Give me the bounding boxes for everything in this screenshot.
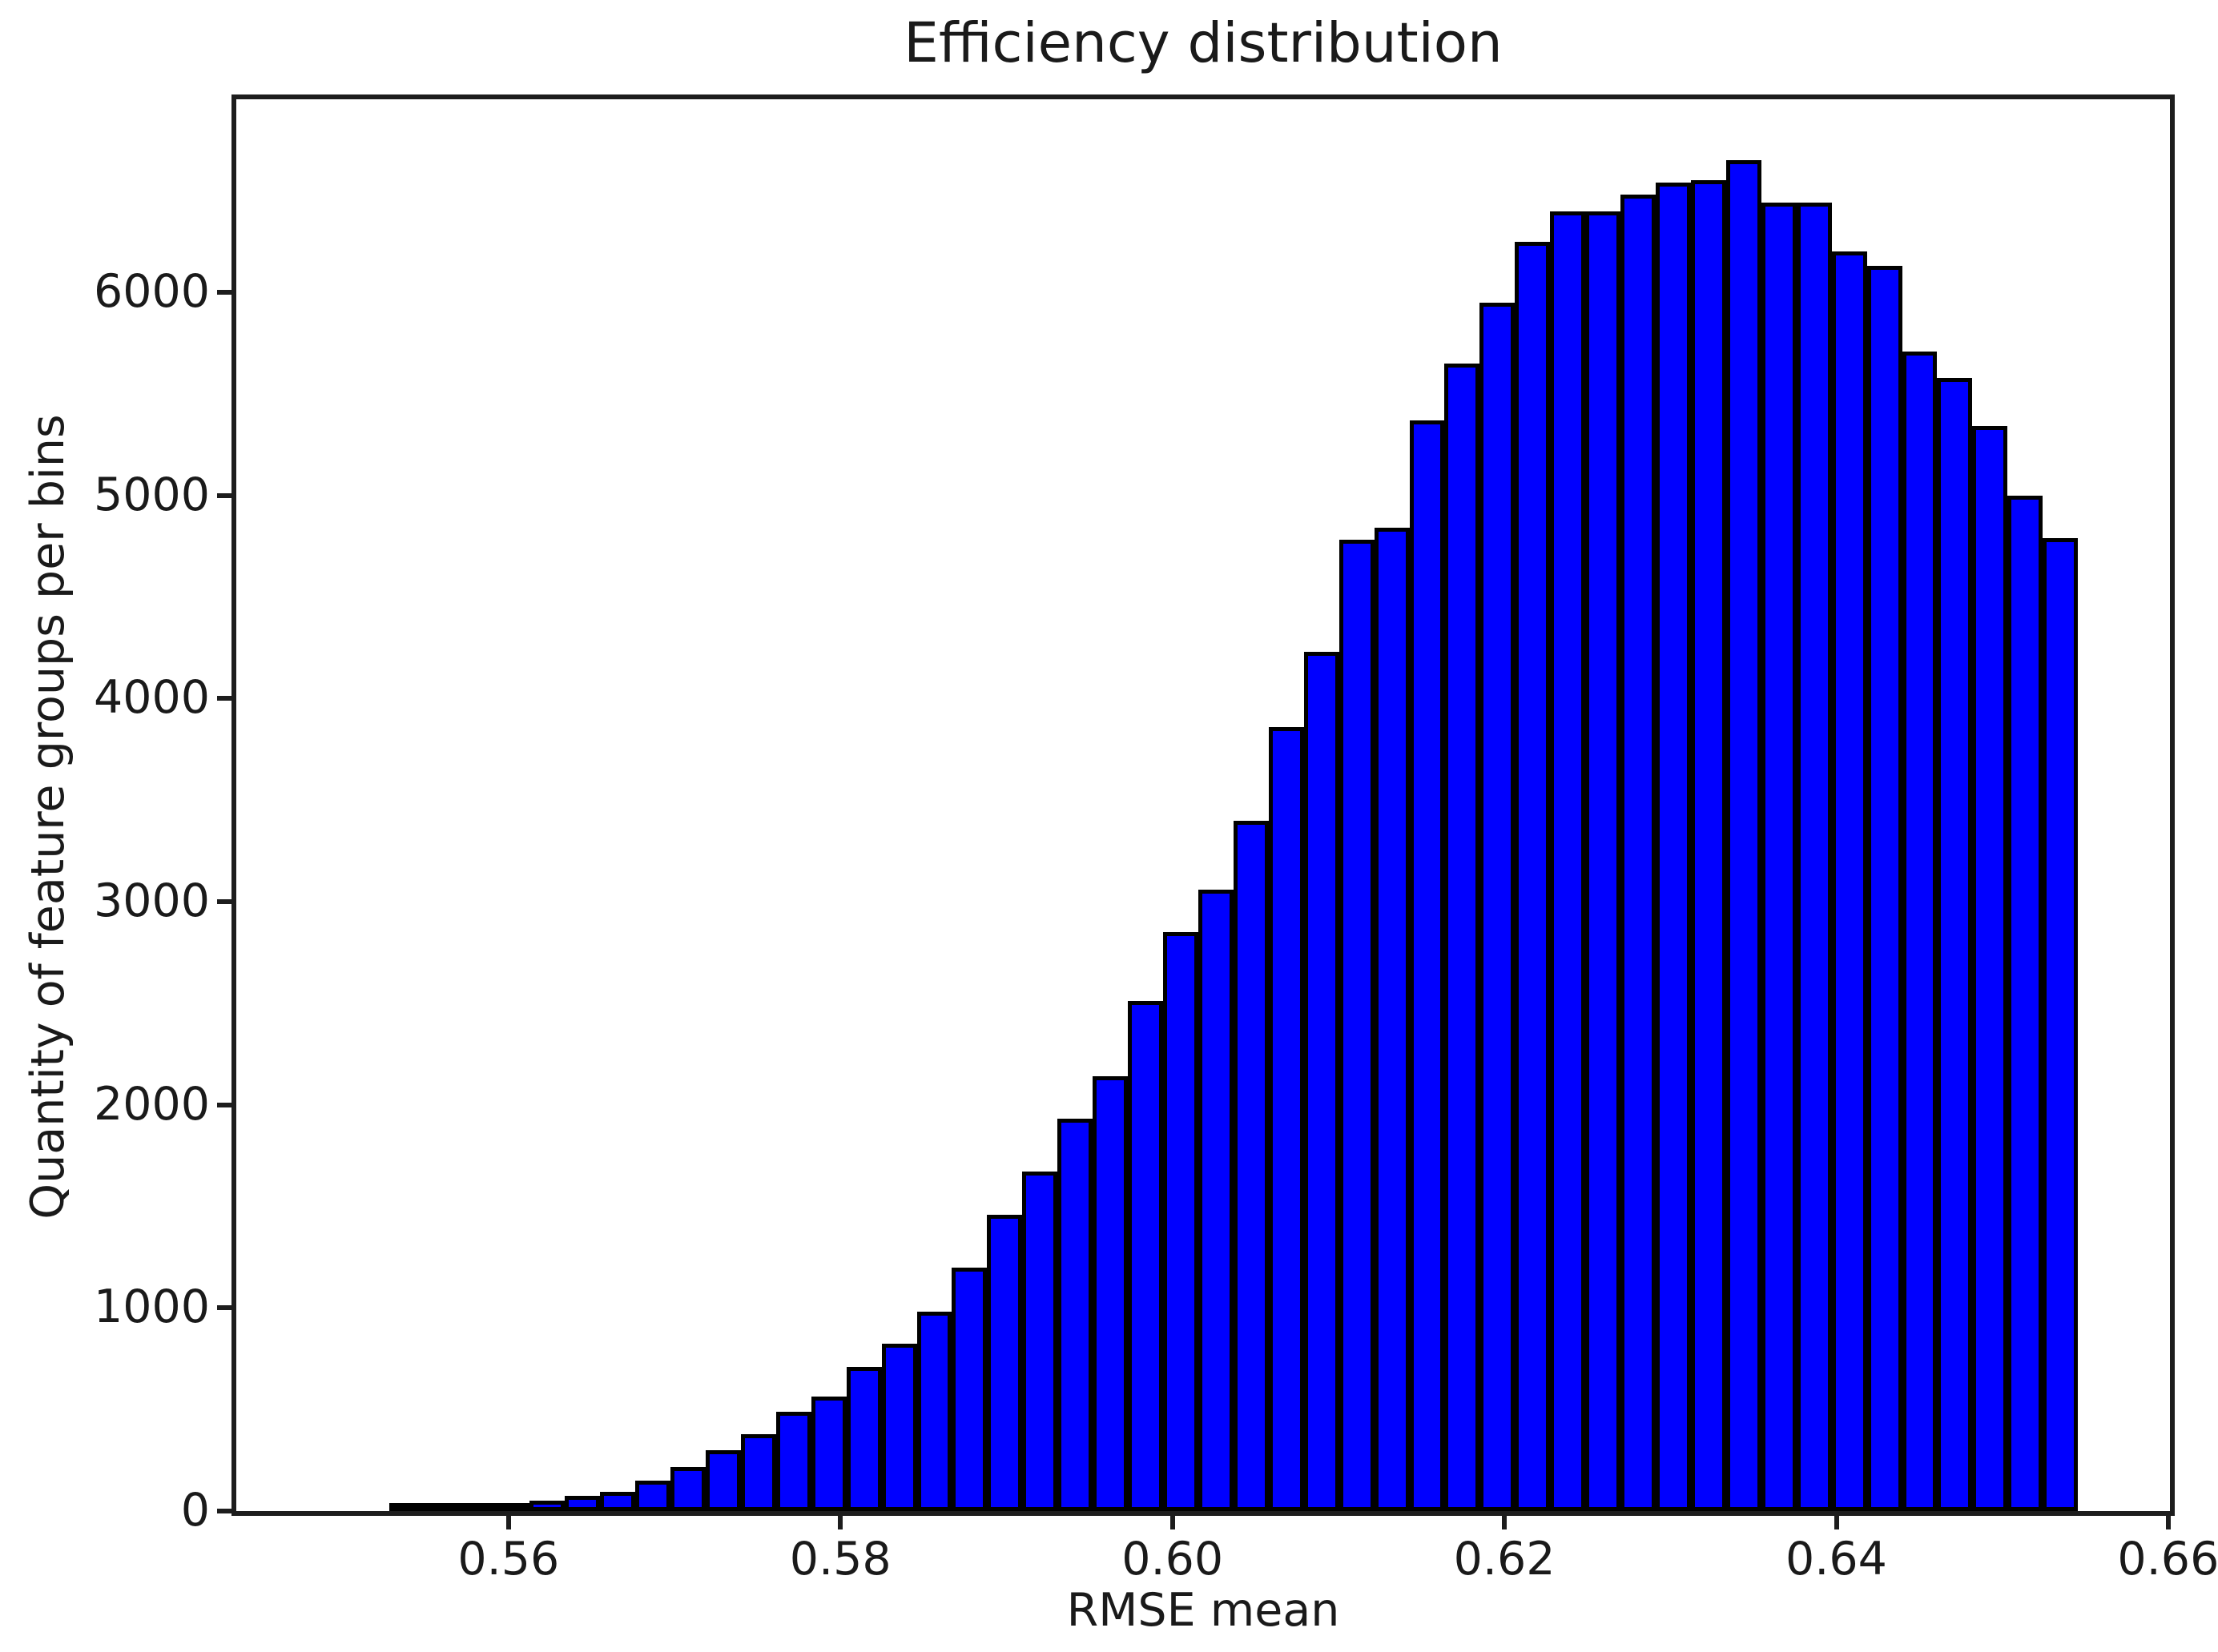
y-axis-tick xyxy=(217,696,231,701)
x-tick-label: 0.56 xyxy=(457,1533,560,1586)
histogram-bar xyxy=(1866,266,1902,1511)
histogram-bar xyxy=(1656,183,1691,1511)
histogram-bar xyxy=(1022,1172,1058,1511)
histogram-bar xyxy=(1163,932,1198,1511)
histogram-bar xyxy=(1409,420,1445,1511)
histogram-bar xyxy=(1128,1001,1164,1511)
histogram-bar xyxy=(1796,203,1832,1511)
histogram-bar xyxy=(1444,363,1480,1511)
y-tick-label: 1000 xyxy=(93,1280,210,1334)
histogram-bar xyxy=(670,1467,706,1511)
histogram-bar xyxy=(2007,495,2043,1511)
histogram-bar xyxy=(1972,426,2008,1511)
histogram-bar xyxy=(1937,377,1973,1511)
histogram-bar xyxy=(1479,302,1516,1511)
histogram-bar xyxy=(740,1433,776,1511)
y-axis-tick xyxy=(217,899,231,904)
histogram-bar xyxy=(1831,251,1867,1511)
histogram-bar xyxy=(388,1503,425,1511)
histogram-bar xyxy=(987,1214,1023,1511)
histogram-bar xyxy=(916,1312,952,1511)
histogram-bar xyxy=(1093,1076,1129,1511)
x-axis-label: RMSE mean xyxy=(1066,1584,1340,1637)
histogram-bar xyxy=(846,1366,882,1511)
x-axis-tick xyxy=(505,1516,511,1529)
histogram-bar xyxy=(1303,651,1339,1511)
y-axis-tick xyxy=(217,1509,231,1513)
histogram-bar xyxy=(1620,195,1656,1511)
histogram-bar xyxy=(1690,180,1726,1511)
histogram-bar xyxy=(705,1449,741,1511)
histogram-bar xyxy=(1233,820,1269,1511)
histogram-bar xyxy=(2043,537,2079,1511)
x-axis-tick xyxy=(1502,1516,1508,1529)
y-axis-tick xyxy=(217,1102,231,1107)
histogram-bar xyxy=(1725,160,1761,1511)
histogram-bar xyxy=(494,1503,530,1511)
y-axis-tick xyxy=(217,1305,231,1311)
x-tick-label: 0.60 xyxy=(1121,1533,1224,1586)
histogram-bar xyxy=(1515,241,1551,1511)
plot-area xyxy=(231,94,2175,1516)
x-axis-tick xyxy=(838,1516,843,1529)
histogram-bar xyxy=(565,1495,601,1511)
x-axis-tick xyxy=(1169,1516,1175,1529)
histogram-bar xyxy=(775,1411,811,1511)
x-tick-label: 0.58 xyxy=(789,1533,892,1586)
histogram-bar xyxy=(635,1480,671,1511)
histogram-bar xyxy=(529,1501,566,1511)
y-axis-tick xyxy=(217,492,231,498)
histogram-bar xyxy=(424,1503,460,1511)
histogram-bar xyxy=(1902,351,1938,1511)
x-tick-label: 0.66 xyxy=(2117,1533,2218,1586)
y-tick-label: 5000 xyxy=(93,468,210,521)
histogram-bar xyxy=(1338,540,1375,1511)
histogram-bar xyxy=(1057,1119,1093,1511)
x-tick-label: 0.64 xyxy=(1785,1533,1887,1586)
histogram-bar xyxy=(952,1267,988,1511)
histogram-bar xyxy=(811,1396,847,1511)
histogram-bar xyxy=(1761,203,1797,1511)
y-axis-tick xyxy=(217,290,231,295)
histogram-bar xyxy=(600,1491,636,1511)
bars-layer xyxy=(236,99,2170,1511)
x-tick-label: 0.62 xyxy=(1453,1533,1556,1586)
y-tick-label: 4000 xyxy=(93,671,210,725)
chart-title: Efficiency distribution xyxy=(904,11,1503,75)
y-tick-label: 6000 xyxy=(93,265,210,318)
histogram-bar xyxy=(459,1503,495,1511)
histogram-bar xyxy=(881,1343,917,1511)
histogram-bar xyxy=(1268,726,1304,1511)
histogram-bar xyxy=(1374,528,1410,1511)
y-tick-label: 3000 xyxy=(93,874,210,927)
y-tick-label: 2000 xyxy=(93,1077,210,1131)
y-tick-label: 0 xyxy=(180,1484,210,1537)
histogram-bar xyxy=(1585,211,1621,1511)
x-axis-tick xyxy=(2165,1516,2171,1529)
x-axis-tick xyxy=(1834,1516,1839,1529)
histogram-bar xyxy=(1198,889,1234,1511)
histogram-bar xyxy=(1550,211,1586,1511)
